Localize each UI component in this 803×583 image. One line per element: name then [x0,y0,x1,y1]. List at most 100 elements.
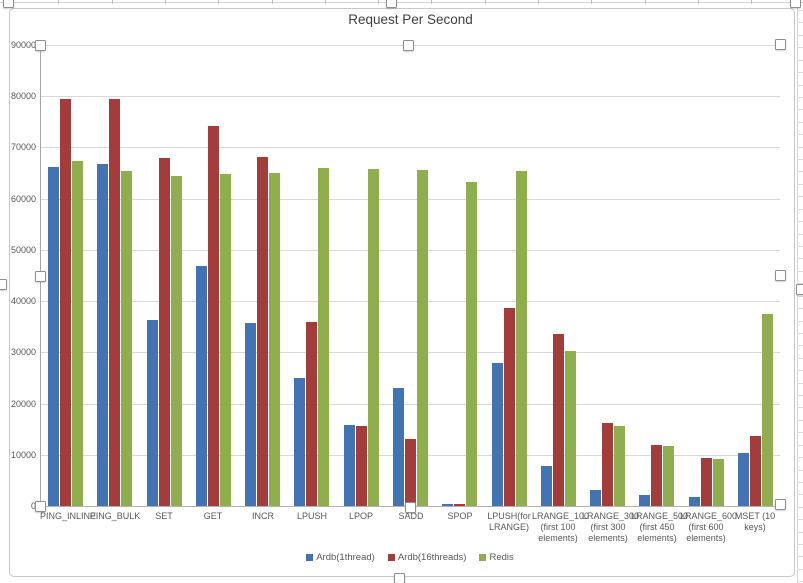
chart-resize-handle-mid-right[interactable] [796,284,803,295]
legend-marker-icon [479,554,487,561]
bar-Ardb(16threads)-LPUSH[interactable] [306,322,318,506]
bar-Ardb(1thread)-LRANGE_100 (first 100 elements)[interactable] [540,466,552,506]
x-label-SET: SET [155,511,173,521]
sheet-row-line [797,97,803,98]
bar-Ardb(1thread)-PING_INLINE[interactable] [48,167,60,506]
y-tick-label-30000: 30000 [10,347,36,357]
x-label-PING_BULK: PING_BULK [89,511,141,521]
legend-label: Ardb(16threads) [397,552,467,563]
y-tick-label-40000: 40000 [10,296,36,306]
bar-group-SET [140,45,189,506]
sheet-row-line [797,556,803,557]
sheet-column-tick [112,0,113,4]
bar-Ardb(16threads)-SPOP[interactable] [454,504,466,506]
y-tick-label-10000: 10000 [10,450,36,460]
bar-group-MSET (10 keys) [731,45,780,506]
bar-Redis-LRANGE_500 (first 450 elements)[interactable] [663,446,675,506]
x-label-LPOP: LPOP [348,511,373,521]
bar-group-SADD [386,45,435,506]
bar-Ardb(1thread)-SPOP[interactable] [442,504,454,506]
bar-Redis-SADD[interactable] [416,170,428,506]
bar-Ardb(16threads)-LRANGE_500 (first 450 elements)[interactable] [651,445,663,506]
chart-resize-handle-top-left[interactable] [3,0,14,8]
bar-Ardb(16threads)-MSET (10 keys)[interactable] [749,436,761,506]
sheet-column-tick [751,0,752,4]
legend-item-Ardb(1thread)[interactable]: Ardb(1thread) [306,552,375,563]
legend-marker-icon [387,554,395,561]
bar-group-SPOP [435,45,484,506]
sheet-row-line [797,296,803,297]
sheet-row-line [797,507,803,508]
bar-Ardb(1thread)-SADD[interactable] [392,388,404,506]
plot-resize-handle-bottom-left[interactable] [35,501,46,512]
plot-resize-handle-top-right[interactable] [775,39,786,50]
bar-Ardb(16threads)-SADD[interactable] [404,439,416,506]
bar-Redis-MSET (10 keys)[interactable] [761,314,773,506]
chart-title[interactable]: Request Per Second [348,12,473,27]
plot-resize-handle-bottom-mid[interactable] [405,502,416,513]
bar-Redis-SPOP[interactable] [466,182,478,506]
bar-Ardb(1thread)-INCR[interactable] [245,323,257,506]
plot-resize-handle-bottom-right[interactable] [775,499,786,510]
bar-Ardb(1thread)-PING_BULK[interactable] [97,164,109,506]
plot-resize-handle-top-left[interactable] [35,40,46,51]
bar-Redis-LPUSH(for LRANGE)[interactable] [515,171,527,506]
bar-Ardb(16threads)-LPOP[interactable] [355,426,367,506]
bar-Ardb(16threads)-GET[interactable] [207,126,219,506]
sheet-row-line [797,494,803,495]
bar-Ardb(16threads)-PING_INLINE[interactable] [60,99,72,506]
bar-Ardb(16threads)-LRANGE_300 (first 300 elements)[interactable] [602,423,614,506]
bar-Redis-LRANGE_100 (first 100 elements)[interactable] [564,351,576,506]
chart-resize-handle-top-mid[interactable] [386,0,397,8]
bar-group-PING_BULK [90,45,139,506]
chart-resize-handle-bottom-mid[interactable] [394,573,405,583]
sheet-row-line [797,134,803,135]
bar-group-LPUSH [287,45,336,506]
bar-Ardb(1thread)-LRANGE_300 (first 300 elements)[interactable] [590,490,602,506]
plot-resize-handle-mid-left[interactable] [35,271,46,282]
bar-Redis-LPUSH[interactable] [318,168,330,506]
bar-group-LRANGE_300 (first 300 elements) [583,45,632,506]
bar-Redis-LRANGE_600 (first 600 elements)[interactable] [712,459,724,506]
bar-Redis-LPOP[interactable] [367,169,379,506]
bar-Ardb(1thread)-LRANGE_500 (first 450 elements)[interactable] [639,495,651,506]
sheet-column-tick [378,0,379,4]
bar-Redis-PING_INLINE[interactable] [72,161,84,506]
bar-Redis-GET[interactable] [219,174,231,506]
bar-Ardb(1thread)-LPUSH(for LRANGE)[interactable] [491,363,503,506]
bar-Ardb(1thread)-GET[interactable] [195,266,207,506]
bar-Redis-SET[interactable] [170,176,182,506]
sheet-row-line [797,258,803,259]
bar-Ardb(1thread)-LRANGE_600 (first 600 elements)[interactable] [688,497,700,506]
plot-resize-handle-top-mid[interactable] [403,40,414,51]
x-label-SPOP: SPOP [447,511,473,521]
chart-legend[interactable]: Ardb(1thread) Ardb(16threads) Redis [0,552,803,563]
bar-Redis-PING_BULK[interactable] [121,171,133,506]
gridline-20000 [41,404,780,405]
chart-resize-handle-top-right[interactable] [790,0,801,8]
bar-Ardb(16threads)-PING_BULK[interactable] [109,99,121,506]
plot-resize-handle-mid-right[interactable] [775,270,786,281]
legend-item-Ardb(16threads)[interactable]: Ardb(16threads) [387,552,467,563]
sheet-row-line [797,370,803,371]
bar-Ardb(1thread)-LPOP[interactable] [343,425,355,506]
bar-Ardb(16threads)-LRANGE_600 (first 600 elements)[interactable] [700,458,712,506]
bar-Redis-INCR[interactable] [269,173,281,506]
bar-Ardb(16threads)-INCR[interactable] [257,157,269,506]
y-tick-label-20000: 20000 [10,399,36,409]
x-label-GET: GET [203,511,223,521]
sheet-row-line [797,333,803,334]
bar-Redis-LRANGE_300 (first 300 elements)[interactable] [614,426,626,506]
sheet-row-line [797,271,803,272]
bar-Ardb(1thread)-LPUSH[interactable] [294,378,306,506]
bar-Ardb(16threads)-SET[interactable] [158,158,170,506]
sheet-row-line [797,35,803,36]
legend-item-Redis[interactable]: Redis [479,552,514,563]
x-label-LRANGE_300 (first 300 elements): LRANGE_300 (first 300 elements) [582,511,640,543]
chart-resize-handle-mid-left[interactable] [0,279,7,290]
x-label-PING_INLINE: PING_INLINE [40,511,97,521]
bar-Ardb(16threads)-LRANGE_100 (first 100 elements)[interactable] [552,334,564,506]
bar-Ardb(16threads)-LPUSH(for LRANGE)[interactable] [503,308,515,506]
bar-Ardb(1thread)-SET[interactable] [146,320,158,506]
bar-Ardb(1thread)-MSET (10 keys)[interactable] [737,453,749,506]
